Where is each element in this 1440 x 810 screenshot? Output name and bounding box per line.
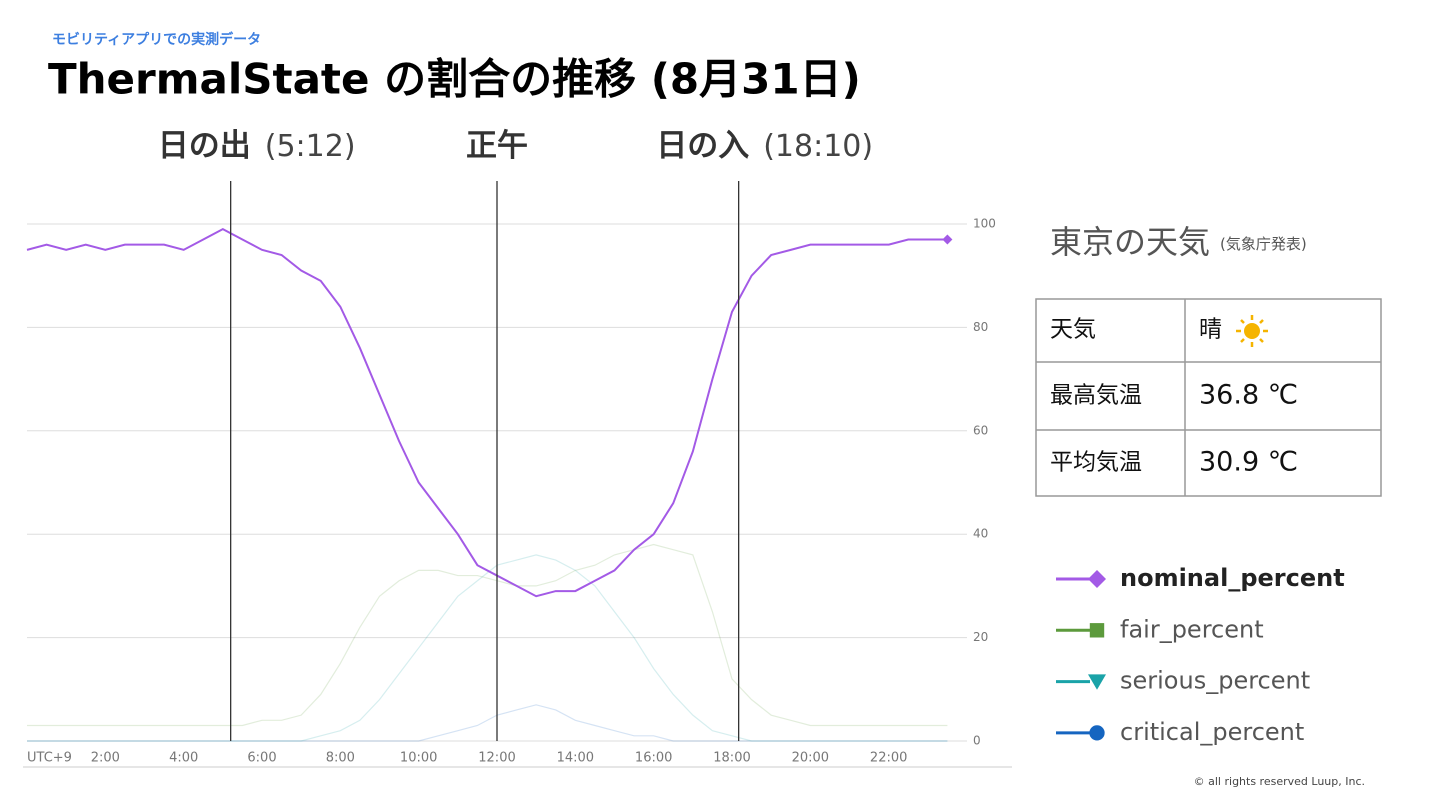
table-cell: 30.9 ℃ bbox=[1199, 447, 1298, 478]
legend-label: critical_percent bbox=[1120, 718, 1304, 746]
x-tick-label: 4:00 bbox=[169, 751, 198, 766]
y-tick-label: 80 bbox=[973, 320, 988, 334]
annotation-time: (18:10) bbox=[763, 129, 873, 164]
series-line bbox=[27, 543, 948, 727]
y-tick-label: 0 bbox=[973, 734, 981, 748]
x-tick-label: 22:00 bbox=[870, 751, 907, 766]
annotation-name: 正午 bbox=[466, 128, 528, 164]
legend-label: nominal_percent bbox=[1120, 564, 1345, 592]
x-tick-label: 8:00 bbox=[326, 751, 355, 766]
footer: © all rights reserved Luup, Inc. bbox=[1194, 775, 1365, 788]
sun-icon bbox=[1236, 315, 1268, 347]
y-tick-label: 40 bbox=[973, 527, 988, 541]
table-cell: 最高気温 bbox=[1050, 383, 1142, 409]
y-tick-label: 100 bbox=[973, 217, 996, 231]
table-cell: 天気 bbox=[1050, 317, 1096, 343]
weather-title-text: 東京の天気 bbox=[1050, 223, 1210, 261]
table-border bbox=[1035, 298, 1382, 497]
legend-marker bbox=[1089, 623, 1105, 638]
series-line bbox=[26, 228, 948, 598]
x-tick-label: 18:00 bbox=[713, 751, 750, 766]
legend-marker bbox=[1088, 570, 1106, 588]
annotation-name: 日の入 bbox=[656, 128, 749, 164]
legend-label: serious_percent bbox=[1120, 667, 1310, 695]
title: ThermalState の割合の推移 (8月31日) bbox=[48, 55, 861, 104]
annotation-label: 日の出 (5:12) bbox=[158, 128, 356, 164]
x-tick-label: 6:00 bbox=[247, 751, 276, 766]
x-tick-label: 20:00 bbox=[792, 751, 829, 766]
x-tick-label: 10:00 bbox=[400, 751, 437, 766]
table-cell: 平均気温 bbox=[1050, 450, 1142, 476]
end-marker bbox=[942, 234, 953, 245]
annotation-time: (5:12) bbox=[265, 129, 356, 164]
y-tick-label: 20 bbox=[973, 630, 988, 644]
subtitle: モビリティアプリでの実測データ bbox=[52, 31, 261, 48]
legend-marker bbox=[1089, 725, 1105, 741]
series-line bbox=[27, 554, 948, 742]
legend-marker bbox=[1088, 674, 1106, 690]
annotation-label: 日の入 (18:10) bbox=[656, 128, 873, 164]
legend-label: fair_percent bbox=[1120, 615, 1264, 643]
x-tick-label: UTC+9 bbox=[27, 751, 72, 766]
x-tick-label: 16:00 bbox=[635, 751, 672, 766]
weather-table bbox=[1035, 298, 1382, 497]
series-line bbox=[27, 704, 948, 742]
table-cell: 36.8 ℃ bbox=[1199, 380, 1298, 411]
weather-title: 東京の天気 (気象庁発表) bbox=[1050, 223, 1307, 261]
table-cell: 晴 bbox=[1199, 317, 1222, 343]
x-tick-label: 12:00 bbox=[478, 751, 515, 766]
x-tick-label: 14:00 bbox=[557, 751, 594, 766]
y-tick-label: 60 bbox=[973, 423, 988, 437]
annotation-name: 日の出 bbox=[158, 128, 251, 164]
weather-source: (気象庁発表) bbox=[1220, 235, 1307, 253]
annotation-label: 正午 bbox=[466, 128, 528, 164]
x-tick-label: 2:00 bbox=[91, 751, 120, 766]
